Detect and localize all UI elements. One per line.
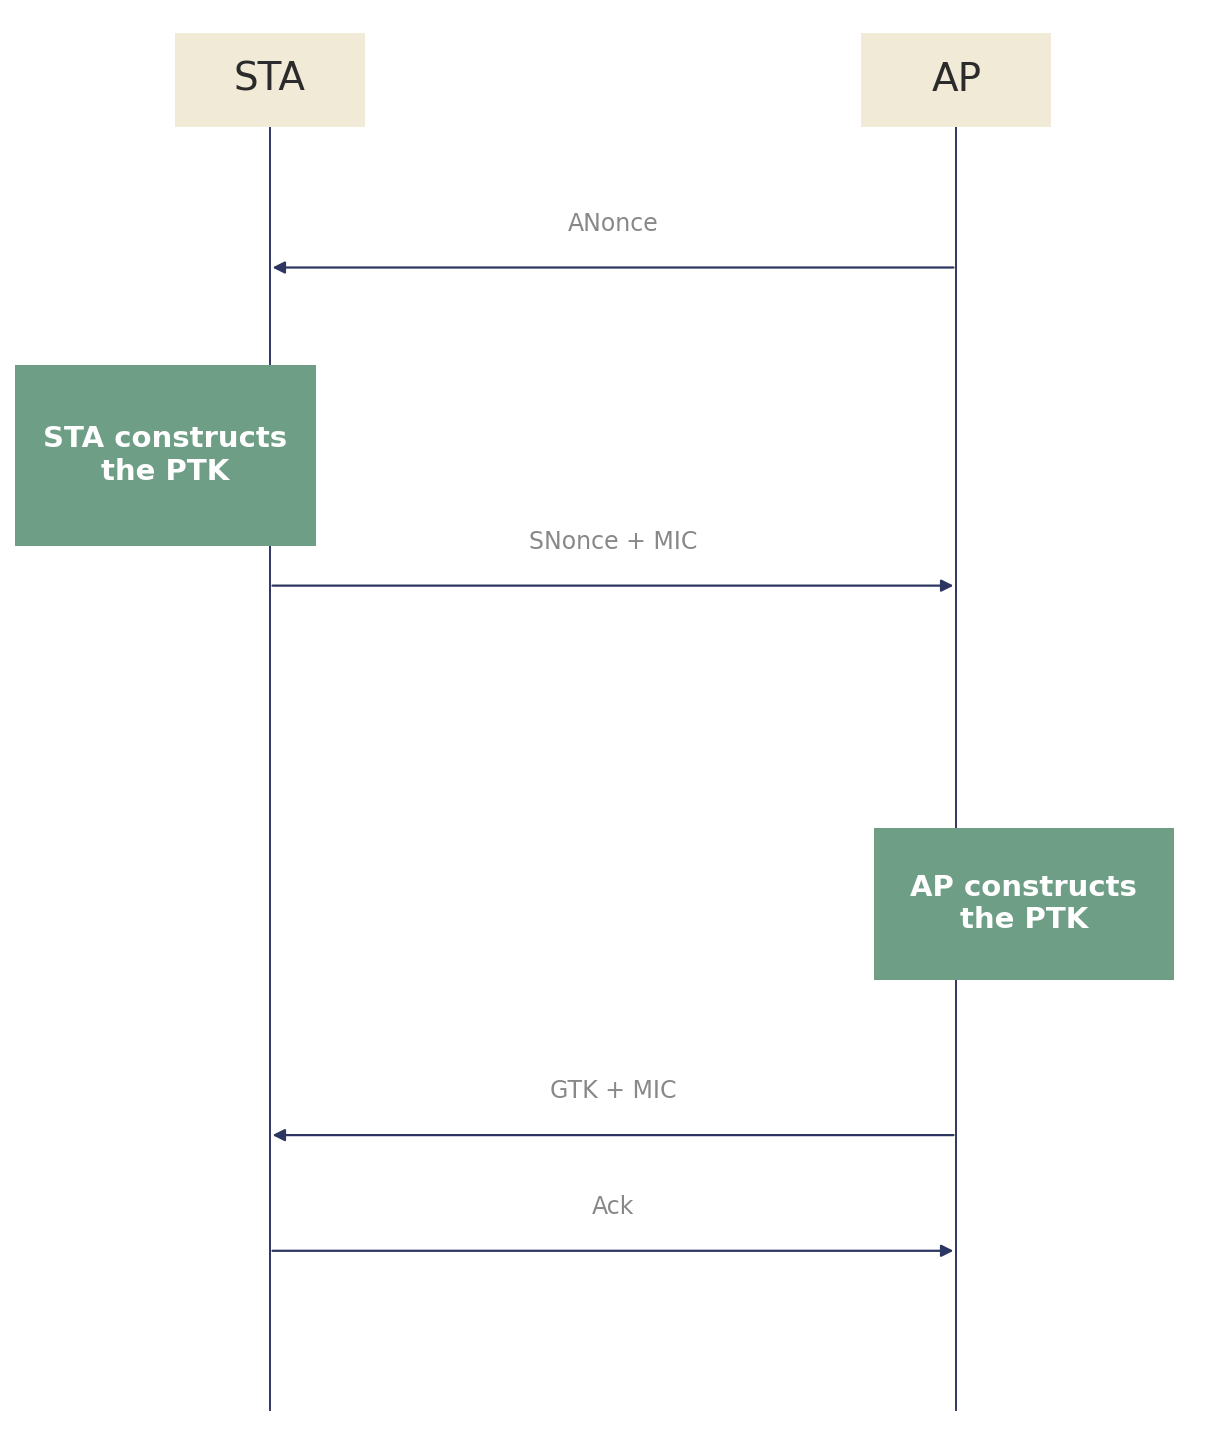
Text: STA constructs
the PTK: STA constructs the PTK	[43, 425, 288, 486]
FancyBboxPatch shape	[861, 32, 1052, 127]
FancyBboxPatch shape	[16, 364, 316, 545]
Text: ANonce: ANonce	[568, 211, 658, 236]
Text: GTK + MIC: GTK + MIC	[549, 1079, 677, 1103]
Text: Ack: Ack	[592, 1194, 634, 1219]
Text: STA: STA	[234, 61, 305, 98]
Text: AP constructs
the PTK: AP constructs the PTK	[910, 873, 1138, 934]
FancyBboxPatch shape	[873, 827, 1175, 980]
Text: AP: AP	[932, 61, 981, 98]
FancyBboxPatch shape	[175, 32, 365, 127]
Text: SNonce + MIC: SNonce + MIC	[528, 529, 698, 554]
